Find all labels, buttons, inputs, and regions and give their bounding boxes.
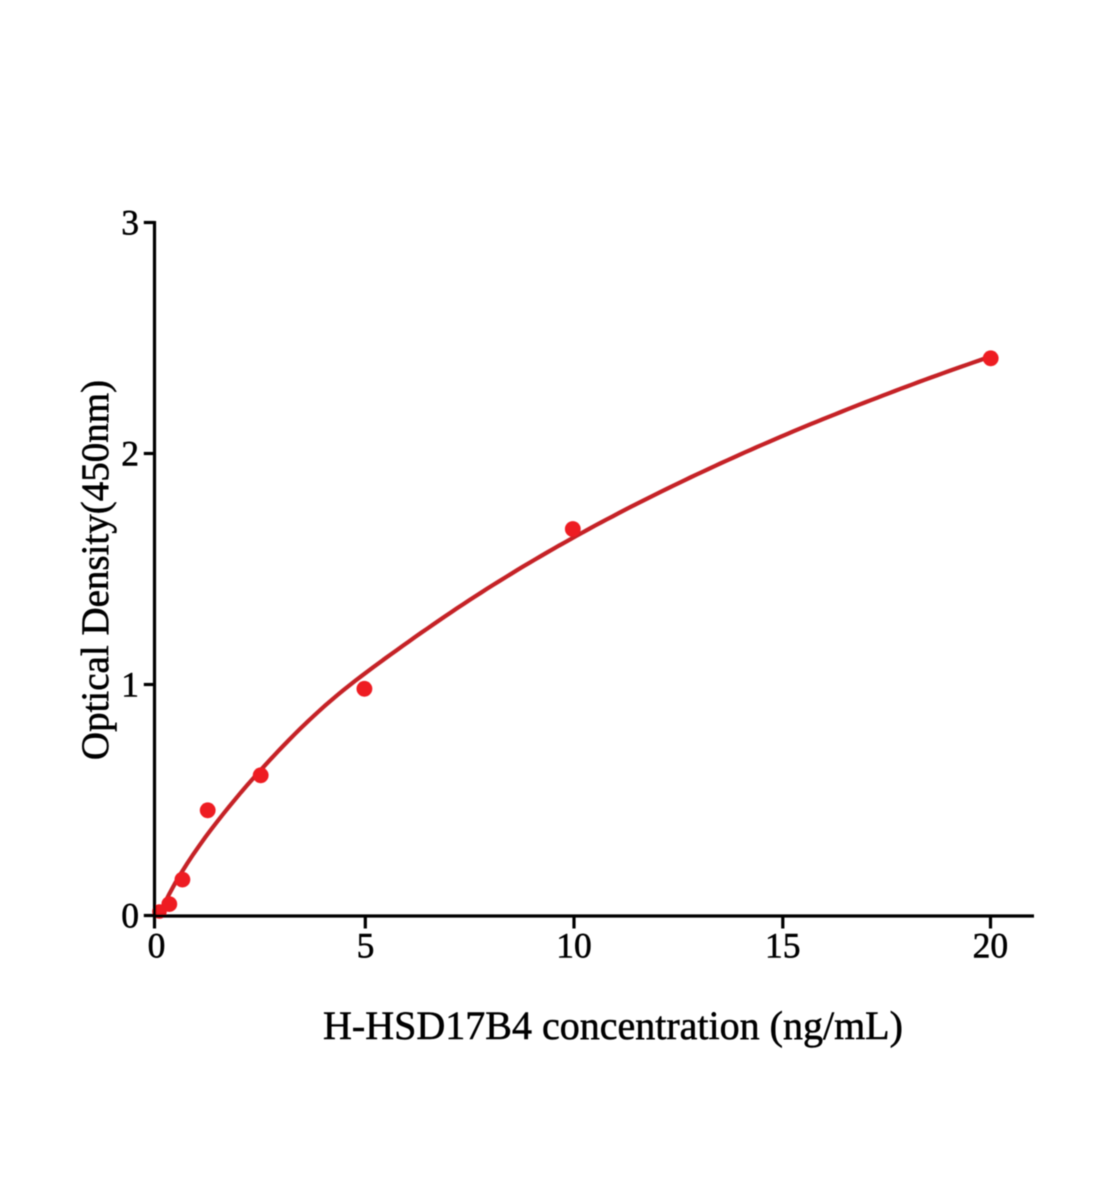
svg-text:H-HSD17B4 concentration (ng/mL: H-HSD17B4 concentration (ng/mL) <box>323 1003 903 1048</box>
svg-text:3: 3 <box>121 203 139 243</box>
svg-text:20: 20 <box>973 926 1009 966</box>
svg-text:5: 5 <box>357 926 375 966</box>
svg-text:1: 1 <box>121 665 139 705</box>
svg-text:10: 10 <box>556 926 592 966</box>
svg-text:15: 15 <box>765 926 801 966</box>
svg-text:0: 0 <box>121 896 139 936</box>
svg-text:2: 2 <box>121 434 139 474</box>
svg-text:Optical Density(450nm): Optical Density(450nm) <box>74 380 117 760</box>
svg-text:0: 0 <box>148 926 166 966</box>
